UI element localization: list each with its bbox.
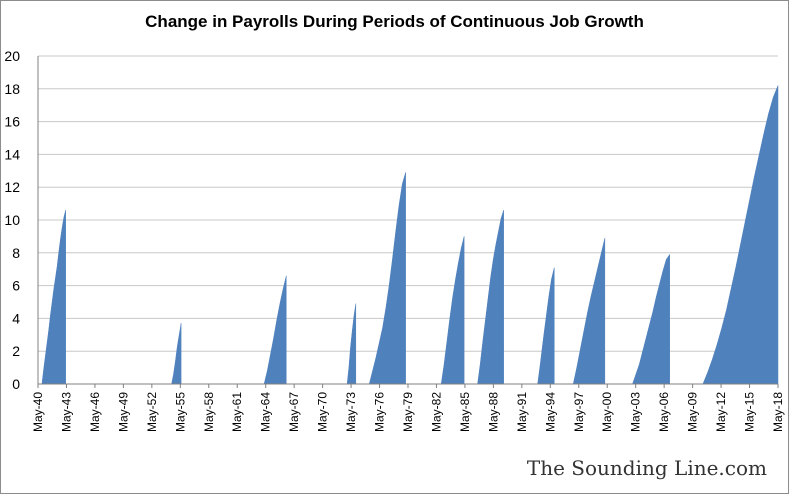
area-segment	[41, 210, 66, 385]
watermark: The Sounding Line.com	[526, 456, 767, 480]
x-tick-label: May-15	[743, 392, 757, 432]
x-tick-label: May-79	[401, 392, 415, 432]
y-tick-label: 0	[12, 376, 20, 392]
y-tick-label: 20	[4, 48, 20, 64]
area-segment	[572, 237, 606, 385]
x-tick-label: May-46	[88, 392, 102, 432]
x-tick-label: May-82	[430, 392, 444, 432]
area-segment	[477, 210, 504, 385]
x-tick-label: May-06	[657, 392, 671, 432]
y-tick-label: 14	[4, 146, 20, 162]
x-tick-label: May-43	[60, 392, 74, 432]
area-series	[41, 85, 779, 385]
x-tick-label: May-55	[173, 392, 187, 432]
x-tick-label: May-61	[230, 392, 244, 432]
x-tick-label: May-85	[458, 392, 472, 432]
y-tick-label: 8	[12, 245, 20, 261]
chart-title: Change in Payrolls During Periods of Con…	[145, 12, 644, 31]
x-tick-label: May-52	[145, 392, 159, 432]
area-segment	[368, 172, 406, 385]
y-tick-label: 2	[12, 343, 20, 359]
area-segment	[263, 275, 287, 385]
y-tick-labels: 0 2 4 6 8 10 12 14 16 18 20	[4, 48, 20, 392]
x-tick-label: May-40	[31, 392, 45, 432]
area-segment	[346, 303, 357, 385]
x-tick-label: May-73	[344, 392, 358, 432]
x-tick-label: May-97	[572, 392, 586, 432]
x-tick-label: May-49	[116, 392, 130, 432]
y-tick-label: 18	[4, 81, 20, 97]
y-tick-label: 12	[4, 179, 20, 195]
x-tick-label: May-12	[714, 392, 728, 432]
x-tick-label: May-18	[771, 392, 785, 432]
x-tick-label: May-76	[373, 392, 387, 432]
x-tick-label: May-91	[515, 392, 529, 432]
x-tick-label: May-94	[543, 392, 557, 432]
area-segment	[440, 236, 465, 385]
area-segment	[537, 267, 555, 385]
area-segment	[632, 253, 670, 385]
x-tick-label: May-03	[629, 392, 643, 432]
x-tick-label: May-88	[486, 392, 500, 432]
area-segment	[171, 323, 182, 385]
x-tick-label: May-58	[202, 392, 216, 432]
y-tick-label: 16	[4, 114, 20, 130]
x-tick-labels: May-40 May-43 May-46 May-49 May-52 May-55 May-…	[31, 384, 785, 432]
y-tick-label: 4	[12, 310, 20, 326]
y-tick-label: 6	[12, 278, 20, 294]
x-tick-label: May-67	[287, 392, 301, 432]
y-tick-label: 10	[4, 212, 20, 228]
x-tick-label: May-09	[686, 392, 700, 432]
x-tick-label: May-70	[316, 392, 330, 432]
area-segment	[702, 85, 779, 385]
x-tick-label: May-64	[259, 392, 273, 432]
gridlines	[38, 55, 778, 352]
x-tick-label: May-00	[600, 392, 614, 432]
